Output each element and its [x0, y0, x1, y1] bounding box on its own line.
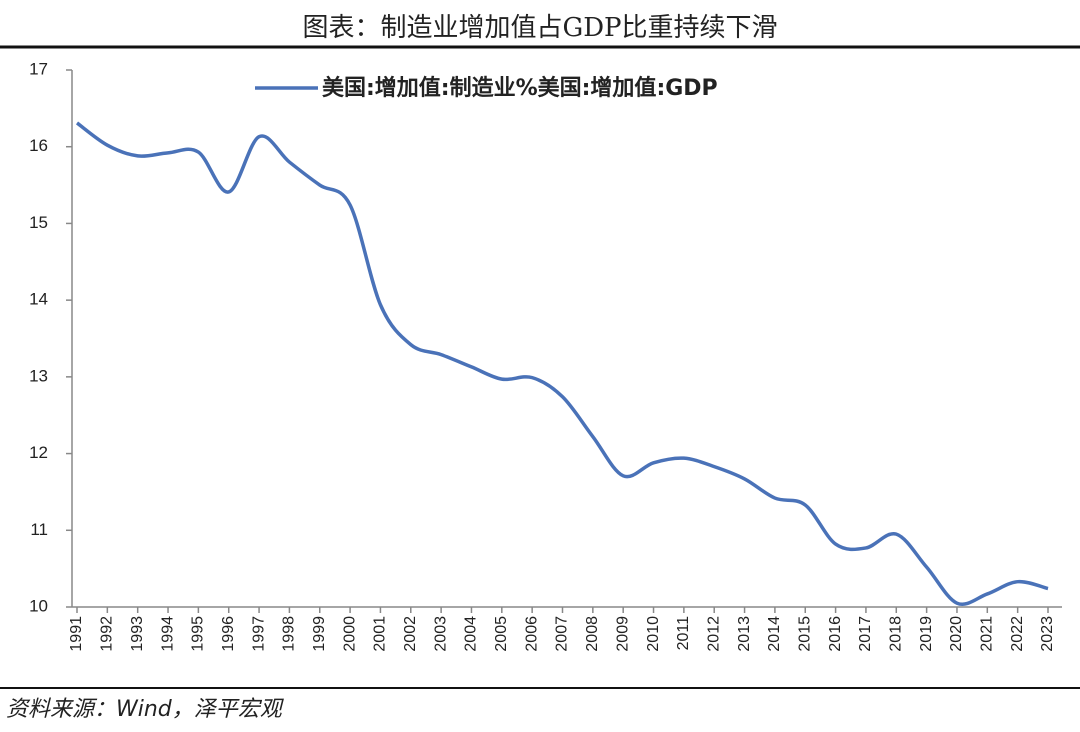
x-tick-label: 2019	[918, 616, 935, 652]
x-tick-label: 2021	[979, 616, 996, 652]
x-tick-label: 1991	[68, 616, 85, 652]
x-tick-label: 2008	[584, 616, 601, 652]
x-tick-label: 2006	[523, 616, 540, 652]
x-tick-label: 2012	[705, 616, 722, 652]
x-tick-label: 1994	[159, 616, 176, 652]
x-tick-label: 2020	[948, 616, 965, 652]
x-tick-label: 2001	[372, 616, 389, 652]
x-tick-label: 2004	[463, 616, 480, 652]
y-tick-label: 17	[29, 59, 48, 78]
x-tick-label: 2000	[341, 616, 358, 652]
x-tick-label: 2011	[675, 616, 692, 651]
x-tick-label: 2022	[1009, 616, 1026, 652]
y-tick-label: 11	[30, 520, 48, 539]
x-tick-label: 1992	[99, 616, 116, 652]
x-tick-label: 1997	[250, 616, 267, 652]
x-tick-label: 2018	[888, 616, 905, 652]
x-tick-label: 2007	[554, 616, 571, 652]
x-tick-label: 2002	[402, 616, 419, 652]
x-tick-label: 2010	[645, 616, 662, 652]
y-tick-label: 13	[29, 366, 48, 385]
y-tick-label: 15	[29, 213, 48, 232]
x-tick-label: 2023	[1039, 616, 1056, 652]
x-tick-label: 2003	[432, 616, 449, 652]
x-tick-label: 2013	[736, 616, 753, 652]
x-tick-label: 2005	[493, 616, 510, 652]
y-tick-label: 10	[29, 596, 48, 615]
y-tick-label: 16	[29, 136, 48, 155]
x-tick-label: 1998	[281, 616, 298, 652]
x-tick-label: 2015	[796, 616, 813, 652]
chart-title: 图表：制造业增加值占GDP比重持续下滑	[302, 13, 777, 43]
x-tick-label: 1995	[190, 616, 207, 652]
x-tick-label: 1996	[220, 616, 237, 652]
x-tick-label: 1999	[311, 616, 328, 652]
x-tick-label: 2016	[827, 616, 844, 652]
y-tick-label: 14	[29, 290, 48, 309]
x-tick-label: 2009	[614, 616, 631, 652]
data-line	[75, 121, 1049, 606]
source: 资料来源：Wind，泽平宏观	[6, 697, 285, 722]
y-tick-label: 12	[29, 443, 48, 462]
x-tick-label: 2017	[857, 616, 874, 652]
x-tick-label: 1993	[129, 616, 146, 652]
legend-label: 美国:增加值:制造业%美国:增加值:GDP	[322, 75, 718, 101]
x-tick-label: 2014	[766, 616, 783, 652]
